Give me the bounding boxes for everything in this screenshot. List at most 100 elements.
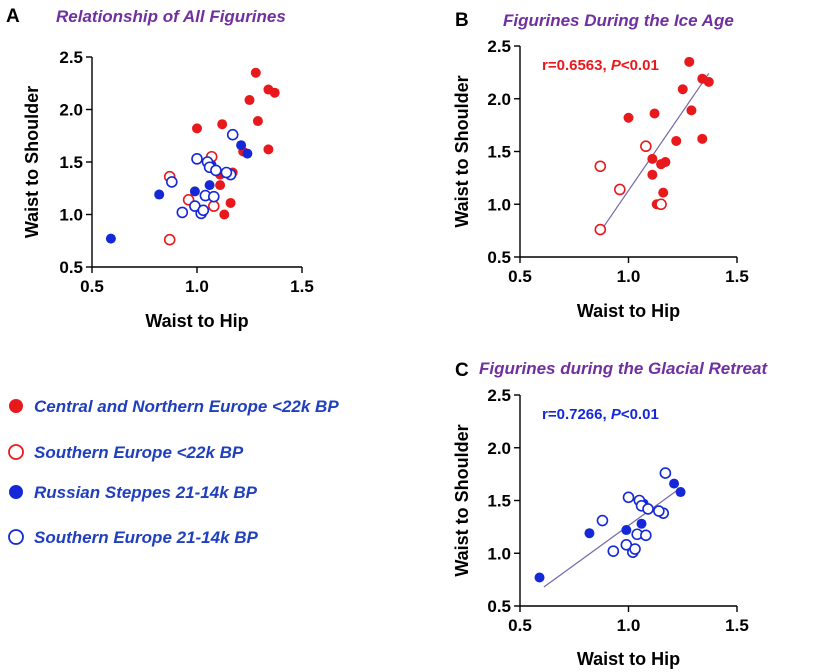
y-axis-label: Waist to Shoulder [452, 424, 472, 576]
data-point [647, 153, 658, 164]
data-point [621, 525, 632, 536]
data-point [684, 56, 695, 67]
x-tick-label: 1.0 [185, 277, 209, 296]
panel-letter: B [455, 10, 469, 31]
regression-line [599, 73, 710, 233]
data-point [623, 112, 634, 123]
data-point [596, 514, 609, 527]
data-point [629, 543, 641, 555]
data-point [250, 67, 261, 78]
data-point [636, 518, 647, 529]
data-point [269, 87, 280, 98]
data-point [236, 140, 247, 151]
x-tick-label: 0.5 [508, 616, 532, 635]
data-point [607, 545, 620, 557]
data-point [244, 95, 255, 106]
data-point [225, 197, 236, 208]
panel-a: A Relationship of All Figurines 0.5 1.0 1.5 2… [6, 6, 314, 331]
data-point [176, 206, 189, 219]
legend-label: Central and Northern Europe <22k BP [34, 397, 339, 416]
y-tick-label: 2.0 [487, 90, 511, 109]
data-point [217, 119, 228, 130]
data-point [154, 189, 165, 200]
data-point [534, 572, 545, 583]
x-axis-label: Waist to Hip [577, 649, 680, 669]
data-point [584, 528, 595, 539]
y-axis-label: Waist to Shoulder [22, 86, 42, 238]
correlation-label: r=0.6563, P<0.01 [542, 57, 659, 74]
data-point [614, 183, 626, 196]
data-point [656, 159, 667, 170]
data-point [242, 148, 253, 159]
data-point [640, 140, 652, 153]
data-point [697, 133, 708, 144]
legend-marker [8, 444, 24, 460]
y-tick-label: 2.0 [59, 101, 83, 120]
data-point [658, 187, 669, 198]
legend-marker [9, 485, 23, 499]
data-point [210, 164, 222, 177]
data-point [703, 76, 714, 87]
data-point [192, 123, 202, 134]
legend-label: Southern Europe 21-14k BP [34, 528, 259, 547]
x-tick-label: 1.0 [617, 267, 641, 286]
data-point [197, 204, 210, 217]
data-point [252, 116, 263, 127]
data-point [594, 160, 607, 173]
y-tick-label: 2.0 [487, 439, 511, 458]
data-point [166, 176, 178, 188]
data-point [669, 478, 680, 489]
y-tick-label: 2.5 [59, 48, 83, 67]
x-axis-label: Waist to Hip [145, 311, 248, 331]
y-tick-label: 1.5 [59, 153, 83, 172]
data-point [675, 487, 686, 498]
y-tick-label: 0.5 [487, 248, 511, 267]
x-axis-label: Waist to Hip [577, 301, 680, 321]
x-tick-label: 1.5 [725, 267, 749, 286]
data-point [208, 190, 220, 203]
data-point [204, 180, 215, 191]
data-point [220, 166, 233, 179]
data-point [189, 186, 200, 197]
correlation-label: r=0.7266, P<0.01 [542, 406, 659, 423]
data-point [677, 84, 688, 95]
data-point [655, 198, 667, 211]
regression-line [543, 487, 681, 588]
data-point [686, 105, 697, 116]
panel-b: B Figurines During the Ice Age 0.5 1.0 1.5 2.… [452, 10, 749, 321]
x-tick-label: 1.0 [617, 616, 641, 635]
data-point [649, 108, 660, 119]
data-point [215, 180, 226, 191]
legend-item: Southern Europe 21-14k BP [8, 528, 259, 547]
y-tick-label: 2.5 [487, 386, 511, 405]
y-tick-label: 1.0 [487, 195, 511, 214]
legend-item: Central and Northern Europe <22k BP [9, 397, 339, 416]
x-tick-label: 1.5 [290, 277, 314, 296]
y-tick-label: 1.5 [487, 143, 511, 162]
y-tick-label: 1.0 [487, 544, 511, 563]
data-point [191, 153, 203, 165]
data-point [671, 135, 682, 146]
data-point [163, 233, 176, 246]
legend: Central and Northern Europe <22k BP South… [8, 397, 339, 547]
x-tick-label: 0.5 [80, 277, 104, 296]
data-point [647, 169, 658, 180]
panel-c: C Figurines during the Glacial Retreat 0.5… [452, 359, 768, 669]
data-point [659, 467, 672, 479]
data-point [208, 200, 220, 212]
data-point [622, 491, 635, 504]
y-tick-label: 2.5 [487, 37, 511, 56]
panel-title: Figurines during the Glacial Retreat [479, 359, 768, 378]
y-tick-label: 1.0 [59, 206, 83, 225]
y-tick-label: 0.5 [59, 258, 83, 277]
legend-item: Russian Steppes 21-14k BP [9, 483, 258, 502]
data-point [653, 505, 665, 517]
panel-title: Figurines During the Ice Age [503, 11, 734, 30]
data-point [642, 503, 654, 515]
panel-letter: A [6, 6, 20, 27]
data-point [105, 233, 116, 244]
y-tick-label: 1.5 [487, 492, 511, 511]
x-tick-label: 1.5 [725, 616, 749, 635]
data-point [263, 144, 274, 155]
data-point [640, 529, 652, 542]
